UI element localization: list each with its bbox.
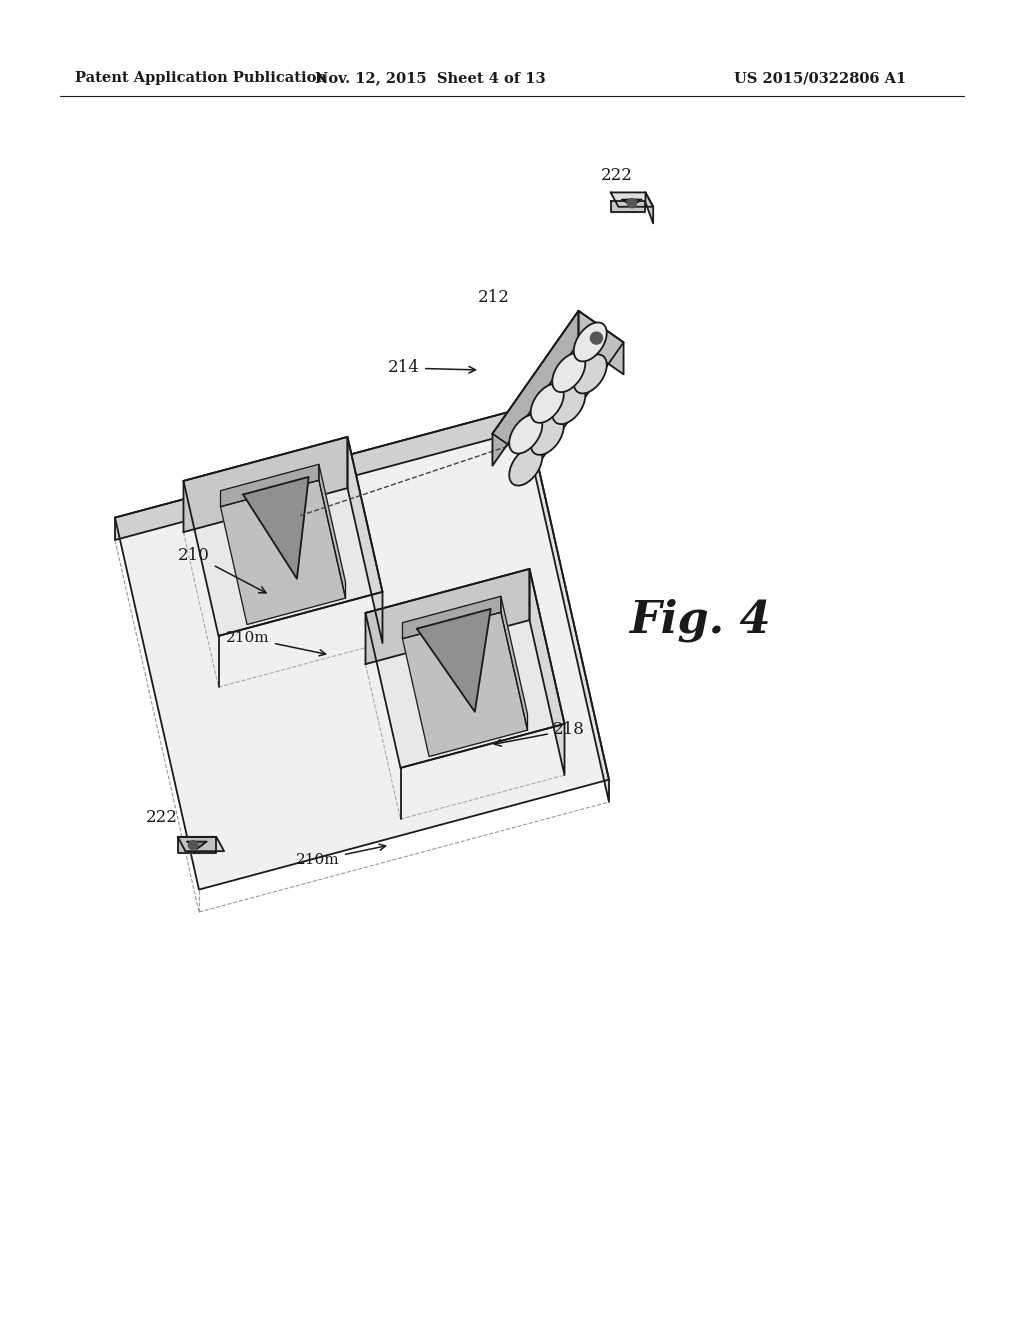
- Polygon shape: [579, 310, 624, 375]
- Ellipse shape: [509, 414, 543, 454]
- Ellipse shape: [573, 322, 607, 362]
- Polygon shape: [623, 199, 642, 206]
- Text: 212: 212: [478, 289, 510, 306]
- Text: 210m: 210m: [296, 845, 386, 867]
- Polygon shape: [525, 408, 609, 803]
- Polygon shape: [183, 437, 347, 532]
- Circle shape: [591, 333, 602, 345]
- Polygon shape: [402, 597, 501, 639]
- Polygon shape: [187, 842, 207, 849]
- Text: US 2015/0322806 A1: US 2015/0322806 A1: [734, 71, 906, 84]
- Ellipse shape: [530, 416, 564, 455]
- Polygon shape: [417, 609, 490, 711]
- Polygon shape: [366, 569, 564, 768]
- Text: 210: 210: [178, 546, 266, 593]
- Polygon shape: [347, 437, 383, 643]
- Text: 222: 222: [601, 166, 633, 183]
- Ellipse shape: [573, 354, 607, 393]
- Polygon shape: [366, 569, 529, 664]
- Ellipse shape: [552, 385, 586, 424]
- Polygon shape: [501, 597, 527, 730]
- Polygon shape: [243, 477, 308, 578]
- Polygon shape: [220, 465, 318, 507]
- Text: 218: 218: [495, 722, 585, 746]
- Polygon shape: [183, 437, 383, 636]
- Polygon shape: [178, 837, 216, 854]
- Polygon shape: [610, 193, 653, 207]
- Polygon shape: [493, 310, 579, 466]
- Polygon shape: [493, 310, 624, 465]
- Text: 214: 214: [388, 359, 475, 376]
- Text: Fig. 4: Fig. 4: [629, 598, 771, 642]
- Polygon shape: [220, 480, 345, 624]
- Text: 222: 222: [146, 809, 178, 826]
- Polygon shape: [402, 612, 527, 756]
- Polygon shape: [115, 408, 609, 890]
- Text: Patent Application Publication: Patent Application Publication: [75, 71, 327, 84]
- Ellipse shape: [530, 384, 564, 422]
- Circle shape: [628, 198, 637, 207]
- Polygon shape: [645, 193, 653, 223]
- Circle shape: [188, 841, 198, 850]
- Polygon shape: [115, 408, 525, 540]
- Text: 210m: 210m: [226, 631, 326, 656]
- Polygon shape: [318, 465, 345, 598]
- Polygon shape: [610, 201, 645, 213]
- Polygon shape: [178, 837, 224, 851]
- Text: Nov. 12, 2015  Sheet 4 of 13: Nov. 12, 2015 Sheet 4 of 13: [314, 71, 546, 84]
- Polygon shape: [529, 569, 564, 775]
- Ellipse shape: [552, 354, 586, 392]
- Ellipse shape: [509, 446, 543, 486]
